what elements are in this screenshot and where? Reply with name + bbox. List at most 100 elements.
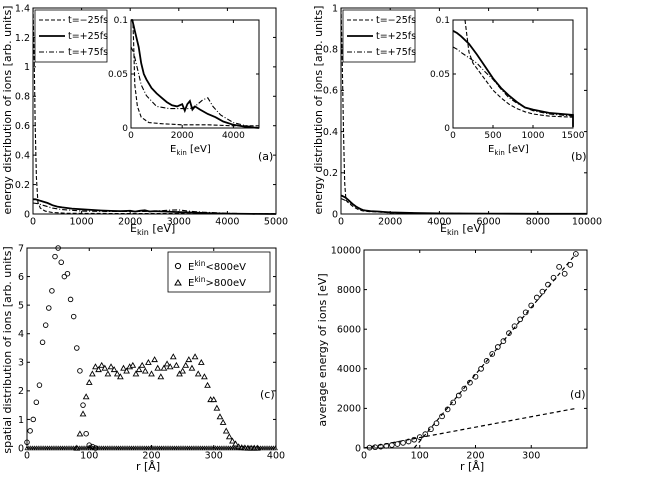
panel-c-triangle-point [82,393,90,400]
panel-a-ytick-label: 0.2 [15,180,30,191]
panel-d-point [494,344,501,350]
panel-d-ytick-label: 10000 [331,245,361,256]
panel-c-triangle-point [225,433,233,440]
legend-b-item-3: t=+75fs [376,47,416,58]
panel-a-xlabel: Ekin [eV] [130,222,175,237]
panel-d-ytick-label: 0 [355,443,361,454]
panel-c-triangle-point [216,413,224,420]
panel-a-ytick-label: 0.8 [15,92,30,103]
panel-c-triangle-point [166,363,174,370]
panel-a: 0 1000 2000 3000 4000 5000 0 0.2 0.4 0.6 0.8 1 1.2 1.… [1,3,288,237]
panel-c-triangle-point [120,364,127,371]
panel-d-ytick-label: 4000 [337,364,361,375]
panel-c-plot: 0 100 200 300 400 0 1 2 3 4 5 6 7 [18,243,285,461]
panel-d-fit-line-2 [413,253,577,449]
panel-c-triangle-point [132,370,140,377]
panel-c-ytick-label: 0 [18,443,24,454]
panel-d-point [450,399,457,406]
panel-c-circle-point [36,382,43,388]
panel-d-point [533,294,540,301]
panel-c-triangle-point [201,373,208,380]
panel-c-triangle-point [219,418,227,425]
panel-c-tag: (c) [260,388,275,401]
panel-c-triangle-point [188,364,196,371]
panel-d-point [556,263,562,270]
panel-c-circle-point [74,345,80,351]
panel-a-xtick-label: 5000 [264,217,288,228]
panel-c-circle-point [70,313,77,320]
panel-a-xtick-label: 4000 [215,217,239,228]
panel-d-point [377,443,384,450]
legend-c-triangle-marker [174,279,182,286]
panel-b-inset-xtick-label: 500 [484,131,501,141]
panel-b-xtick-label: 10000 [572,217,602,228]
panel-c-triangle-point [154,364,162,371]
panel-d-point [489,351,496,357]
panel-c-triangle-point [194,370,202,377]
panel-b-series-2-line [340,194,587,215]
panel-b-xtick-label: 0 [338,217,344,228]
panel-d-point [511,323,518,330]
panel-d-point [561,270,568,277]
panel-a-ylabel: energy distribution of ions [arb. units] [1,6,14,215]
panel-a-inset-xtick-label: 2000 [171,131,194,141]
panel-a-series-2-line [33,198,277,215]
panel-b-tag: (b) [571,150,587,163]
panel-a-legend: t=−25fs t=+25fs t=+75fs [34,9,108,63]
legend-c-circle-marker [174,262,182,270]
panel-c-circle-point [55,245,61,251]
panel-c-circle-point [61,273,68,280]
panel-b-xtick-label: 6000 [477,217,501,228]
panel-a-ytick-label: 1 [24,62,30,73]
panel-a-inset-xlabel: Ekin [eV] [170,144,211,157]
panel-d-point [411,436,418,443]
panel-c-triangle-point [182,361,190,368]
panel-c-triangle-point [222,427,230,434]
panel-a-inset-ytick-label: 0.1 [114,16,128,26]
panel-d-point [517,316,523,323]
panel-b-xtick-label: 2000 [378,217,402,228]
panel-c-triangle-point [232,440,239,447]
panel-d-xtick-label: 0 [361,451,367,462]
panel-c-triangle-point [148,370,155,377]
panel-c-circle-point [64,270,71,277]
panel-c-ytick-label: 1 [18,415,24,426]
panel-d-point [567,262,574,268]
panel-a-ytick-label: 1.4 [15,3,30,14]
panel-c-triangle-point [176,370,183,377]
panel-c-ylabel: spatial distribution of ions [arb. units… [1,246,14,453]
panel-c-circle-point [24,439,30,446]
panel-d: 0 100 200 300 0 2000 4000 6000 8000 10000 average… [316,245,588,473]
panel-c-circle-point [42,322,49,328]
panel-c-triangle-point [76,430,84,437]
panel-c-xtick-label: 200 [142,451,160,462]
panel-c-triangle-point [204,381,211,388]
panel-c-triangle-point [157,373,165,380]
panel-c-circle-point [49,288,55,294]
panel-a-ytick-label: 0 [24,209,30,220]
panel-c-triangle-point [160,364,168,371]
panel-d-xtick-label: 300 [522,451,540,462]
panel-b-ytick-label: 0.6 [323,86,338,97]
panel-d-ylabel: average energy of ions [eV] [316,273,329,426]
legend-c-item-1: Ekin<800eV [188,259,246,273]
panel-c-circle-point [33,399,40,406]
panel-b-inset-xlabel: Ekin [eV] [488,144,529,157]
panel-b-inset-ytick-label: 0.1 [436,16,450,26]
panel-c-triangle-point [107,363,115,370]
panel-c-xtick-label: 300 [205,451,223,462]
panel-c-circle-point [80,402,86,408]
panel-c-triangle-point [173,361,180,368]
panel-b-ytick-label: 1 [332,3,338,14]
panel-c-triangle-point [179,367,186,374]
panel-d-point [428,426,434,433]
panel-c-triangle-point [151,356,158,363]
panel-b-ytick-label: 0.2 [323,168,338,179]
panel-d-point [500,338,507,344]
panel-d-point [455,392,462,399]
panel-c-triangle-point [101,364,109,371]
panel-d-point [522,309,529,316]
panel-d-point [422,431,429,437]
panel-d-ytick-label: 6000 [337,325,361,336]
